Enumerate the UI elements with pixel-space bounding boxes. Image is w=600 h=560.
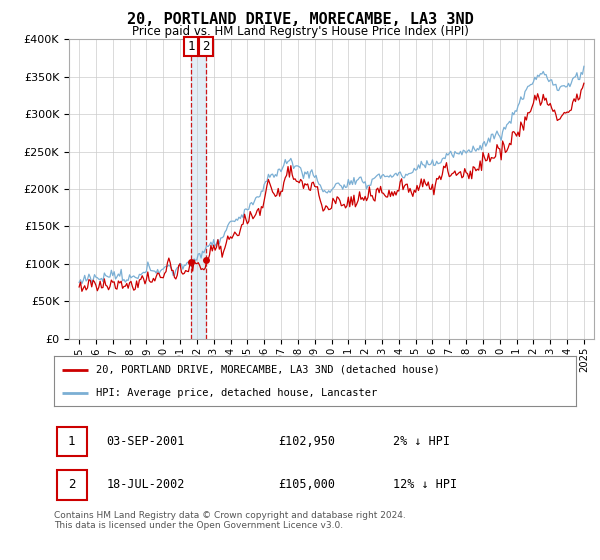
Text: 2: 2 (202, 40, 210, 53)
Bar (191, 39, 206, 339)
Bar (56, 427, 87, 456)
Text: Price paid vs. HM Land Registry's House Price Index (HPI): Price paid vs. HM Land Registry's House … (131, 25, 469, 38)
Text: 1: 1 (188, 40, 195, 53)
Text: 18-JUL-2002: 18-JUL-2002 (106, 478, 185, 492)
Text: 20, PORTLAND DRIVE, MORECAMBE, LA3 3ND (detached house): 20, PORTLAND DRIVE, MORECAMBE, LA3 3ND (… (96, 365, 440, 375)
Text: 2: 2 (68, 478, 76, 492)
Text: HPI: Average price, detached house, Lancaster: HPI: Average price, detached house, Lanc… (96, 389, 377, 398)
Text: 03-SEP-2001: 03-SEP-2001 (106, 435, 185, 448)
Text: 1: 1 (68, 435, 76, 448)
Text: Contains HM Land Registry data © Crown copyright and database right 2024.
This d: Contains HM Land Registry data © Crown c… (54, 511, 406, 530)
Text: £105,000: £105,000 (278, 478, 335, 492)
Text: 2% ↓ HPI: 2% ↓ HPI (394, 435, 450, 448)
Text: 20, PORTLAND DRIVE, MORECAMBE, LA3 3ND: 20, PORTLAND DRIVE, MORECAMBE, LA3 3ND (127, 12, 473, 27)
Text: 12% ↓ HPI: 12% ↓ HPI (394, 478, 457, 492)
Text: £102,950: £102,950 (278, 435, 335, 448)
Bar (56, 470, 87, 500)
